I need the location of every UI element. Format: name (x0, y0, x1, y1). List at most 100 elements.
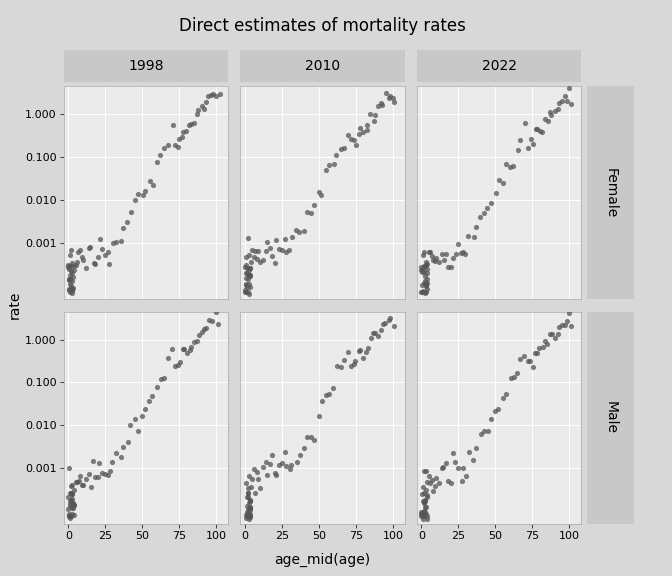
Point (486, 414, 497, 423)
Point (370, 111, 380, 120)
Point (421, 282, 431, 291)
Point (261, 238, 272, 247)
Point (372, 331, 383, 340)
Point (389, 321, 400, 331)
Point (241, 493, 252, 502)
Point (438, 462, 449, 471)
Point (66, 495, 77, 505)
Point (512, 145, 523, 154)
Point (214, 89, 225, 98)
Point (564, 83, 575, 92)
Point (243, 280, 254, 289)
Point (298, 226, 309, 236)
Point (243, 508, 253, 517)
Point (286, 233, 297, 242)
Point (556, 320, 567, 329)
Point (299, 444, 310, 453)
Point (423, 471, 434, 480)
Point (66, 246, 77, 255)
Point (419, 499, 429, 508)
Point (339, 355, 349, 365)
Point (115, 236, 126, 245)
Point (244, 514, 255, 524)
Point (65, 281, 76, 290)
Point (243, 234, 253, 243)
Point (69, 511, 79, 520)
Point (130, 196, 141, 205)
Point (257, 463, 268, 472)
Point (75, 471, 85, 480)
Point (243, 287, 253, 297)
Point (559, 91, 570, 100)
Point (420, 271, 431, 281)
Point (418, 507, 429, 517)
Point (245, 511, 255, 520)
Point (203, 91, 214, 100)
Point (159, 143, 170, 153)
Point (416, 266, 427, 275)
Point (241, 287, 251, 297)
Point (244, 495, 255, 505)
Point (281, 461, 292, 471)
Point (245, 505, 255, 514)
Point (186, 342, 197, 351)
Point (241, 478, 252, 487)
Point (540, 115, 550, 124)
Point (532, 125, 543, 134)
Point (261, 247, 271, 256)
Point (505, 374, 516, 383)
Point (140, 186, 151, 195)
Point (550, 333, 560, 342)
Point (446, 262, 456, 271)
Point (380, 89, 391, 98)
Point (132, 427, 143, 436)
Point (126, 207, 136, 216)
Point (442, 477, 453, 486)
Point (77, 255, 88, 264)
Point (148, 180, 159, 190)
Point (427, 486, 438, 495)
Point (262, 471, 273, 480)
Point (64, 511, 75, 520)
Point (421, 275, 432, 284)
Point (274, 244, 285, 253)
Point (349, 135, 360, 145)
Point (138, 190, 149, 199)
Point (90, 472, 101, 482)
Point (317, 396, 327, 406)
Point (243, 488, 253, 498)
Point (200, 324, 211, 333)
Point (486, 198, 497, 207)
Point (245, 512, 255, 521)
Point (255, 257, 265, 267)
Point (277, 459, 288, 468)
Point (375, 325, 386, 335)
Point (212, 320, 223, 329)
Point (253, 247, 263, 256)
Point (542, 339, 552, 348)
Point (242, 282, 253, 291)
Point (65, 274, 75, 283)
Point (147, 391, 158, 400)
Point (280, 235, 290, 244)
Point (63, 264, 74, 273)
Point (63, 505, 74, 514)
Point (538, 342, 548, 351)
Point (192, 109, 203, 119)
Point (155, 151, 165, 160)
Point (368, 328, 378, 338)
Point (302, 208, 312, 217)
Point (63, 492, 74, 502)
Point (535, 127, 546, 136)
Point (418, 483, 429, 492)
Point (433, 479, 444, 488)
Point (362, 120, 372, 130)
Text: age_mid(age): age_mid(age) (274, 553, 371, 567)
Point (177, 132, 187, 142)
Point (73, 248, 84, 257)
Point (343, 130, 353, 139)
Point (75, 246, 85, 255)
Point (464, 448, 474, 457)
Point (284, 245, 295, 255)
Point (67, 503, 77, 513)
